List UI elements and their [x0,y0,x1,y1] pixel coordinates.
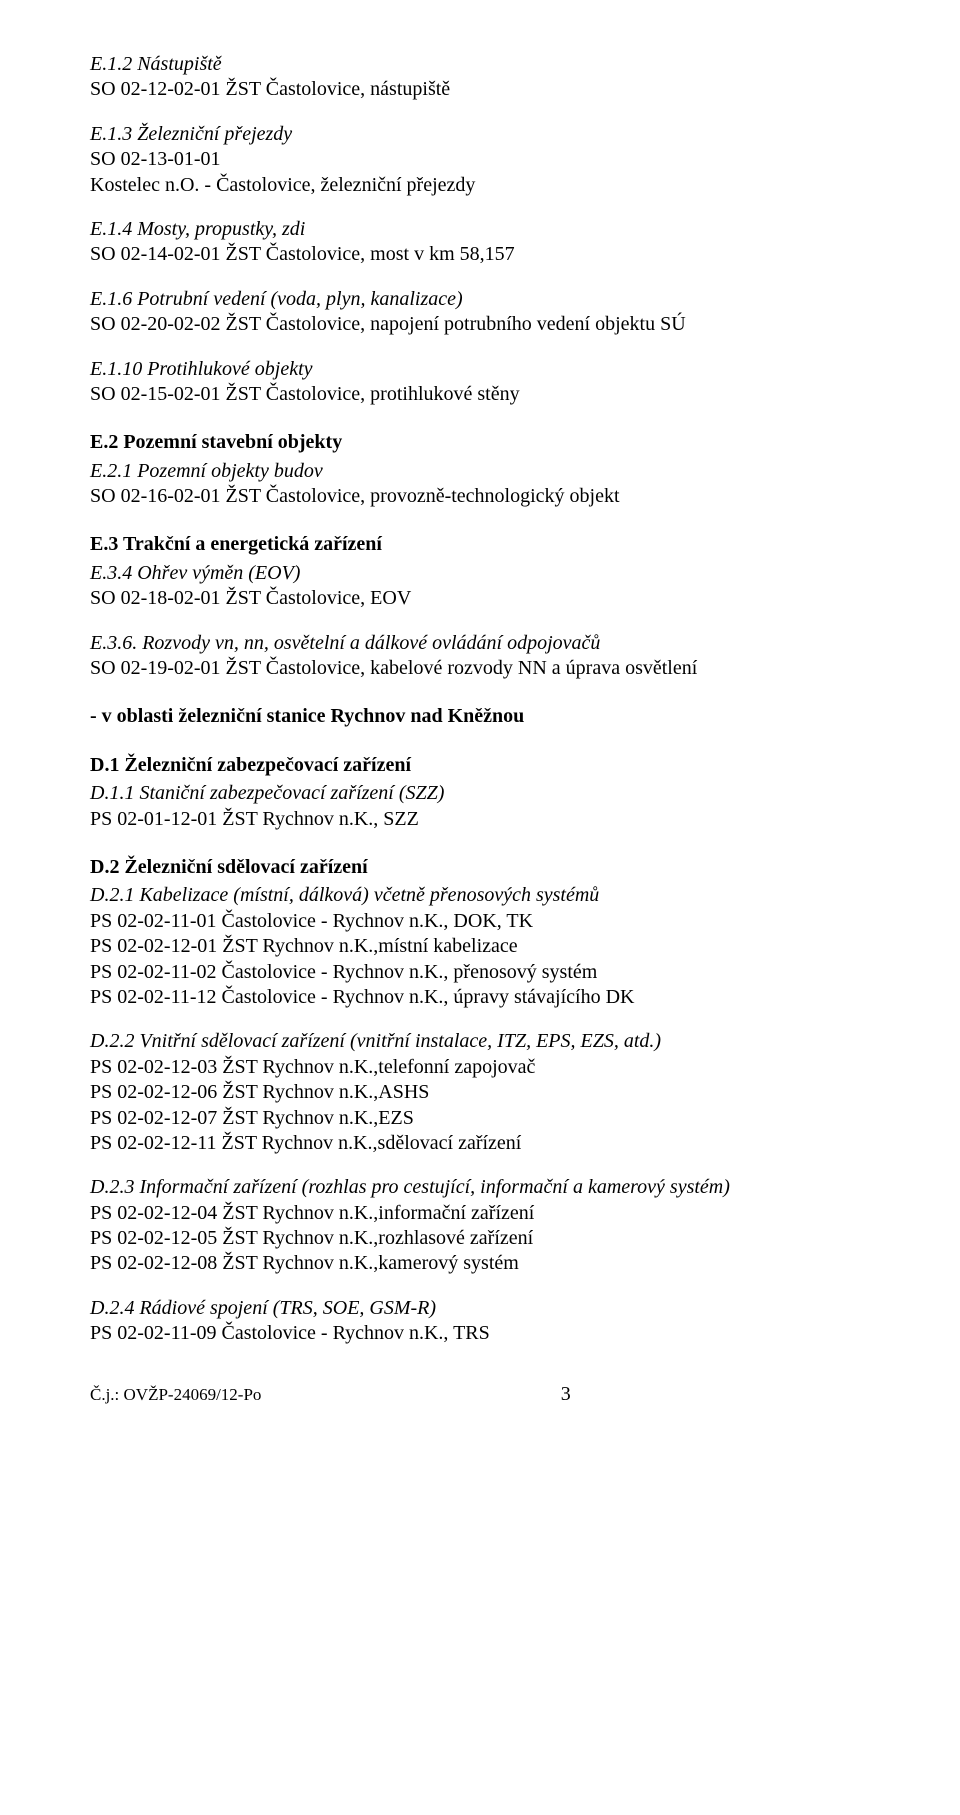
entry: PS 02-02-12-07 ŽST Rychnov n.K.,EZS [90,1106,870,1130]
entry: PS 02-02-11-09 Častolovice - Rychnov n.K… [90,1321,870,1345]
block-d11: D.1.1 Staniční zabezpečovací zařízení (S… [90,781,870,831]
heading-d11: D.1.1 Staniční zabezpečovací zařízení (S… [90,781,870,805]
entry: SO 02-20-02-02 ŽST Častolovice, napojení… [90,312,870,336]
entry: PS 02-02-12-11 ŽST Rychnov n.K.,sdělovac… [90,1131,870,1155]
entry: SO 02-18-02-01 ŽST Častolovice, EOV [90,586,870,610]
footer-reference: Č.j.: OVŽP-24069/12-Po [90,1385,261,1406]
heading-e3: E.3 Trakční a energetická zařízení [90,532,870,556]
heading-e16: E.1.6 Potrubní vedení (voda, plyn, kanal… [90,287,870,311]
heading-e34: E.3.4 Ohřev výměn (EOV) [90,561,870,585]
heading-e36: E.3.6. Rozvody vn, nn, osvětelní a dálko… [90,631,870,655]
entry: PS 02-02-12-05 ŽST Rychnov n.K.,rozhlaso… [90,1226,870,1250]
block-d1: D.1 Železniční zabezpečovací zařízení D.… [90,753,870,831]
block-e2: E.2 Pozemní stavební objekty E.2.1 Pozem… [90,430,870,508]
heading-d2: D.2 Železniční sdělovací zařízení [90,855,870,879]
heading-e2: E.2 Pozemní stavební objekty [90,430,870,454]
entry: SO 02-14-02-01 ŽST Častolovice, most v k… [90,242,870,266]
block-e14: E.1.4 Mosty, propustky, zdi SO 02-14-02-… [90,217,870,267]
heading-d21: D.2.1 Kabelizace (místní, dálková) včetn… [90,883,870,907]
heading-e13: E.1.3 Železniční přejezdy [90,122,870,146]
block-d22: D.2.2 Vnitřní sdělovací zařízení (vnitřn… [90,1029,870,1155]
heading-e21: E.2.1 Pozemní objekty budov [90,459,870,483]
block-e34: E.3.4 Ohřev výměn (EOV) SO 02-18-02-01 Ž… [90,561,870,611]
block-d24: D.2.4 Rádiové spojení (TRS, SOE, GSM-R) … [90,1296,870,1346]
entry: PS 02-02-12-03 ŽST Rychnov n.K.,telefonn… [90,1055,870,1079]
heading-d22: D.2.2 Vnitřní sdělovací zařízení (vnitřn… [90,1029,870,1053]
entry: PS 02-02-12-08 ŽST Rychnov n.K.,kamerový… [90,1251,870,1275]
block-d2: D.2 Železniční sdělovací zařízení D.2.1 … [90,855,870,1346]
page-footer: Č.j.: OVŽP-24069/12-Po 3 [90,1382,870,1406]
heading-e110: E.1.10 Protihlukové objekty [90,357,870,381]
heading-d1: D.1 Železniční zabezpečovací zařízení [90,753,870,777]
heading-d24: D.2.4 Rádiové spojení (TRS, SOE, GSM-R) [90,1296,870,1320]
footer-page-number: 3 [261,1382,870,1406]
entry: SO 02-19-02-01 ŽST Častolovice, kabelové… [90,656,870,680]
block-d21: D.2.1 Kabelizace (místní, dálková) včetn… [90,883,870,1009]
block-e3: E.3 Trakční a energetická zařízení E.3.4… [90,532,870,680]
entry: PS 02-02-12-06 ŽST Rychnov n.K.,ASHS [90,1080,870,1104]
entry: PS 02-02-12-01 ŽST Rychnov n.K.,místní k… [90,934,870,958]
entry: PS 02-01-12-01 ŽST Rychnov n.K., SZZ [90,807,870,831]
block-e36: E.3.6. Rozvody vn, nn, osvětelní a dálko… [90,631,870,681]
block-e21: E.2.1 Pozemní objekty budov SO 02-16-02-… [90,459,870,509]
heading-region-rychnov: - v oblasti železniční stanice Rychnov n… [90,704,870,728]
entry: SO 02-15-02-01 ŽST Častolovice, protihlu… [90,382,870,406]
heading-d23: D.2.3 Informační zařízení (rozhlas pro c… [90,1175,870,1199]
entry: Kostelec n.O. - Častolovice, železniční … [90,173,870,197]
block-e13: E.1.3 Železniční přejezdy SO 02-13-01-01… [90,122,870,197]
entry: PS 02-02-11-12 Častolovice - Rychnov n.K… [90,985,870,1009]
entry: SO 02-12-02-01 ŽST Častolovice, nástupiš… [90,77,870,101]
block-e16: E.1.6 Potrubní vedení (voda, plyn, kanal… [90,287,870,337]
entry: SO 02-16-02-01 ŽST Častolovice, provozně… [90,484,870,508]
heading-e12: E.1.2 Nástupiště [90,52,870,76]
entry: PS 02-02-11-02 Častolovice - Rychnov n.K… [90,960,870,984]
entry: PS 02-02-12-04 ŽST Rychnov n.K.,informač… [90,1201,870,1225]
block-d23: D.2.3 Informační zařízení (rozhlas pro c… [90,1175,870,1276]
entry: SO 02-13-01-01 [90,147,870,171]
block-e12: E.1.2 Nástupiště SO 02-12-02-01 ŽST Čast… [90,52,870,102]
entry: PS 02-02-11-01 Častolovice - Rychnov n.K… [90,909,870,933]
block-e110: E.1.10 Protihlukové objekty SO 02-15-02-… [90,357,870,407]
heading-e14: E.1.4 Mosty, propustky, zdi [90,217,870,241]
